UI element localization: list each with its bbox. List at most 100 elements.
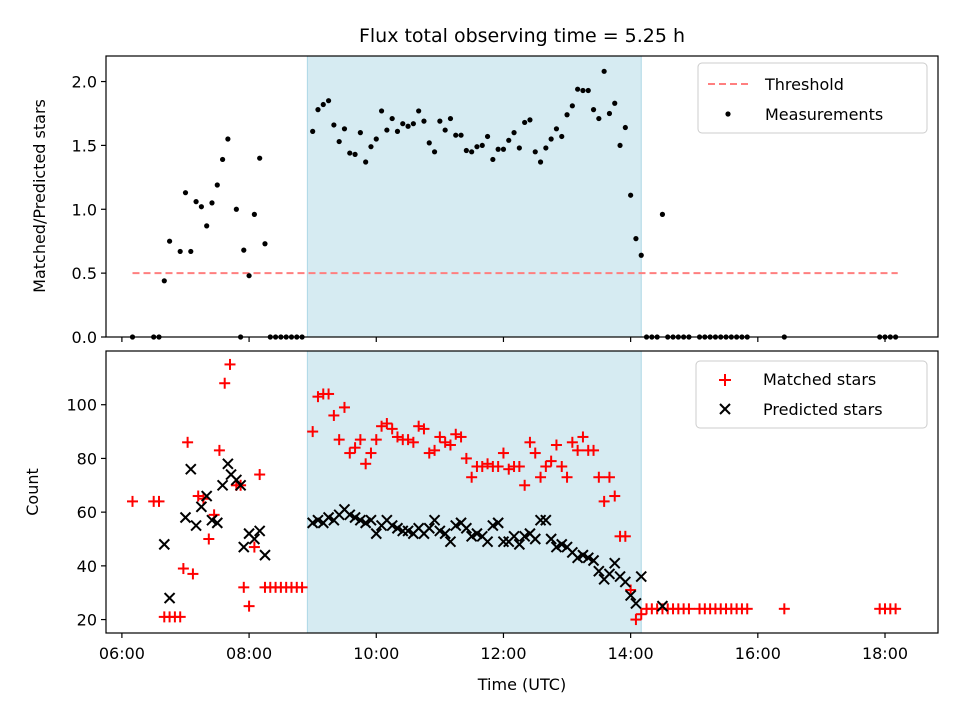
predicted-star-point [259, 549, 271, 561]
measurement-point [357, 130, 363, 136]
measurement-point [479, 142, 485, 149]
matched-star-point [174, 611, 186, 623]
legend-threshold-label: Threshold [764, 75, 844, 94]
predicted-star-point [428, 514, 441, 526]
matched-star-point [588, 444, 600, 456]
y-tick-label: 0.0 [72, 328, 97, 347]
matched-star-point [545, 455, 557, 467]
predicted-star-point [624, 589, 637, 602]
matched-star-point [407, 436, 419, 448]
measurement-point [421, 118, 427, 124]
bottom-legend: Matched stars Predicted stars [695, 360, 928, 429]
x-tick-label: 18:00 [862, 644, 908, 663]
matched-stars-points [126, 358, 902, 626]
predicted-star-point [253, 525, 266, 537]
measurement-point [166, 238, 173, 244]
matched-star-point [455, 431, 467, 443]
bottom-axes: 20 40 60 80 100 06:00 08:00 10:00 12:00 14:00 16:… [23, 350, 939, 694]
predicted-star-point [423, 522, 435, 534]
measurement-point [532, 149, 538, 155]
measurement-point [585, 87, 591, 94]
matched-star-point [182, 436, 194, 448]
matched-star-point [741, 603, 753, 615]
predicted-star-point [593, 565, 605, 577]
y-tick-label: 100 [66, 396, 97, 415]
predicted-star-point [158, 538, 171, 551]
measurement-point [628, 192, 634, 198]
highlight-span [306, 55, 642, 338]
predicted-star-point [185, 463, 197, 475]
predicted-star-point [211, 517, 223, 529]
matched-star-point [535, 471, 547, 483]
matched-star-point [153, 495, 165, 507]
matched-star-point [323, 388, 335, 400]
predicted-star-point [656, 600, 669, 612]
measurement-point [188, 248, 194, 255]
legend-matched-swatch [719, 374, 731, 386]
predicted-stars-points [158, 458, 669, 612]
measurement-point [580, 87, 586, 94]
matched-star-point [460, 452, 472, 464]
measurement-point [633, 236, 639, 242]
measurement-point [209, 200, 215, 206]
top-y-ticks: 0.0 0.5 1.0 1.5 2.0 [72, 73, 106, 347]
measurement-point [347, 150, 353, 156]
measurement-point [622, 124, 628, 131]
top-y-axis-label: Matched/Predicted stars [30, 99, 49, 293]
matched-star-point [177, 563, 189, 575]
measurement-point [257, 155, 263, 161]
predicted-star-point [609, 557, 621, 569]
matched-star-point [566, 436, 578, 448]
measurement-point [389, 115, 395, 122]
matched-star-point [187, 568, 199, 580]
x-axis-label: Time (UTC) [477, 675, 566, 694]
matched-star-point [243, 600, 255, 612]
x-tick-label: 08:00 [226, 644, 272, 663]
bottom-y-ticks: 20 40 60 80 100 [66, 396, 106, 630]
legend-predicted-label: Predicted stars [763, 400, 883, 419]
predicted-star-point [603, 568, 616, 580]
measurement-point [193, 199, 199, 205]
top-axes-frame [105, 55, 939, 338]
matched-star-point [360, 458, 372, 470]
predicted-star-point [540, 514, 552, 526]
predicted-star-point [163, 592, 176, 604]
predicted-star-point [630, 597, 642, 610]
y-tick-label: 0.5 [72, 264, 97, 283]
legend-measurements-label: Measurements [765, 105, 883, 124]
x-tick-label: 12:00 [480, 644, 526, 663]
matched-star-point [572, 444, 584, 456]
predicted-star-point [370, 527, 382, 540]
measurement-point [384, 127, 390, 133]
predicted-star-point [439, 527, 451, 540]
legend-measurements-swatch [725, 111, 731, 117]
matched-star-point [619, 530, 631, 542]
measurement-point [596, 115, 602, 122]
matched-star-point [593, 471, 605, 483]
measurement-point [331, 122, 337, 128]
measurement-point [548, 136, 554, 142]
matched-star-point [203, 533, 215, 545]
matched-star-point [386, 423, 398, 435]
measurement-point [490, 156, 496, 163]
measurement-point [559, 133, 565, 140]
measurement-point [177, 248, 183, 255]
measurement-point [352, 151, 358, 157]
measurement-point [219, 156, 226, 163]
measurement-point [569, 103, 575, 109]
measurement-point [617, 142, 623, 149]
matched-star-point [238, 581, 250, 593]
chart-title: Flux total observing time = 5.25 h [359, 25, 685, 47]
measurement-point [590, 107, 597, 113]
matched-star-point [524, 436, 536, 448]
measurement-point [320, 101, 326, 108]
measurement-point [516, 145, 522, 151]
x-tick-label: 16:00 [735, 644, 781, 663]
measurement-point [447, 115, 454, 122]
matched-star-point [444, 439, 456, 451]
measurement-point [373, 136, 379, 142]
predicted-star-point [492, 517, 504, 529]
matched-star-point [126, 495, 138, 507]
matched-star-point [344, 447, 356, 459]
